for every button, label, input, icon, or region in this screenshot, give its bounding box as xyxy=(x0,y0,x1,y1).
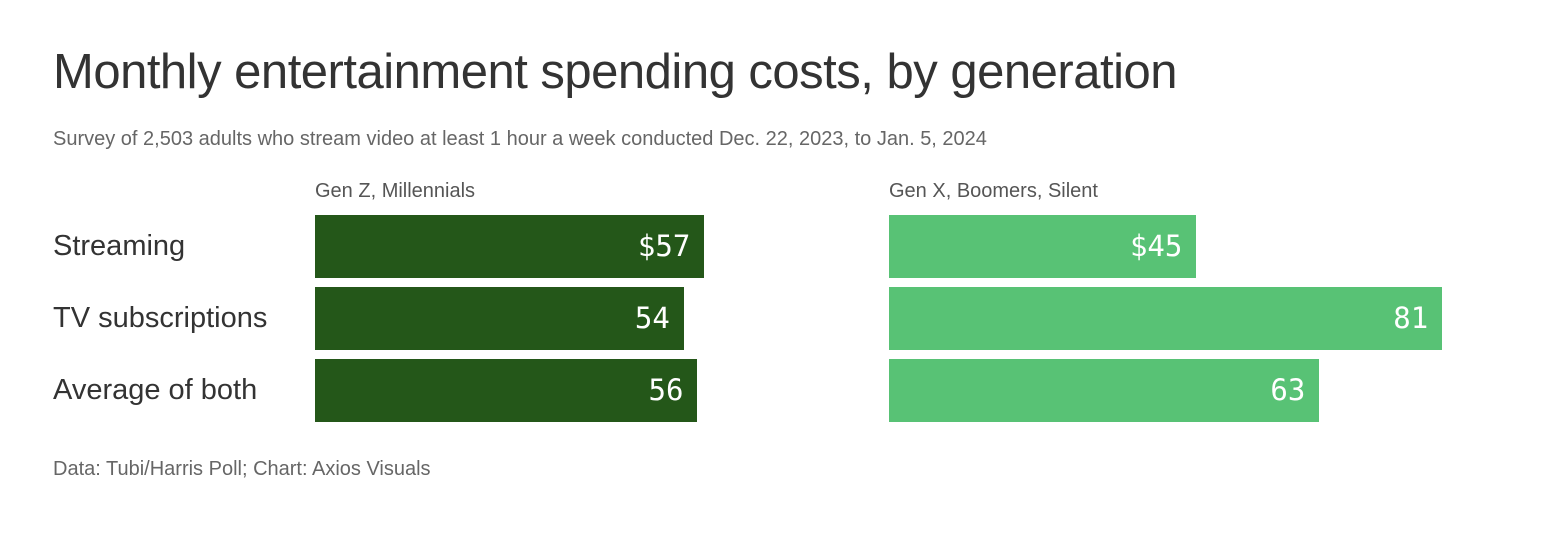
category-label: TV subscriptions xyxy=(53,302,268,334)
series-header: Gen X, Boomers, Silent xyxy=(889,180,1098,202)
bar xyxy=(889,215,1197,278)
category-label: Streaming xyxy=(53,230,186,262)
bar-value-label: 54 xyxy=(634,301,670,335)
category-label: Average of both xyxy=(53,374,258,406)
bar xyxy=(315,359,698,422)
bar xyxy=(889,359,1320,422)
bar-value-label: 56 xyxy=(648,373,684,407)
bar-value-label: 63 xyxy=(1270,373,1306,407)
bar xyxy=(889,287,1443,350)
bar xyxy=(315,215,705,278)
chart-subtitle: Survey of 2,503 adults who stream video … xyxy=(53,128,987,150)
bar-value-label: $57 xyxy=(637,229,691,263)
source-note: Data: Tubi/Harris Poll; Chart: Axios Vis… xyxy=(53,458,431,480)
series-header: Gen Z, Millennials xyxy=(315,180,476,202)
bar xyxy=(315,287,684,350)
bar-value-label: $45 xyxy=(1129,229,1183,263)
bar-value-label: 81 xyxy=(1393,301,1429,335)
chart-title: Monthly entertainment spending costs, by… xyxy=(53,45,1177,99)
